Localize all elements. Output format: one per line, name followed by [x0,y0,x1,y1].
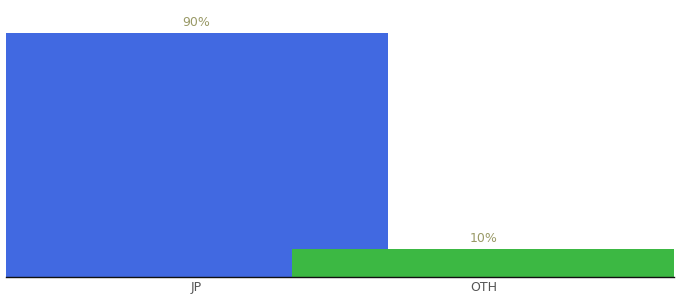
Bar [292,250,675,277]
Text: 90%: 90% [183,16,211,28]
Text: 10%: 10% [469,232,497,245]
Bar [5,33,388,277]
